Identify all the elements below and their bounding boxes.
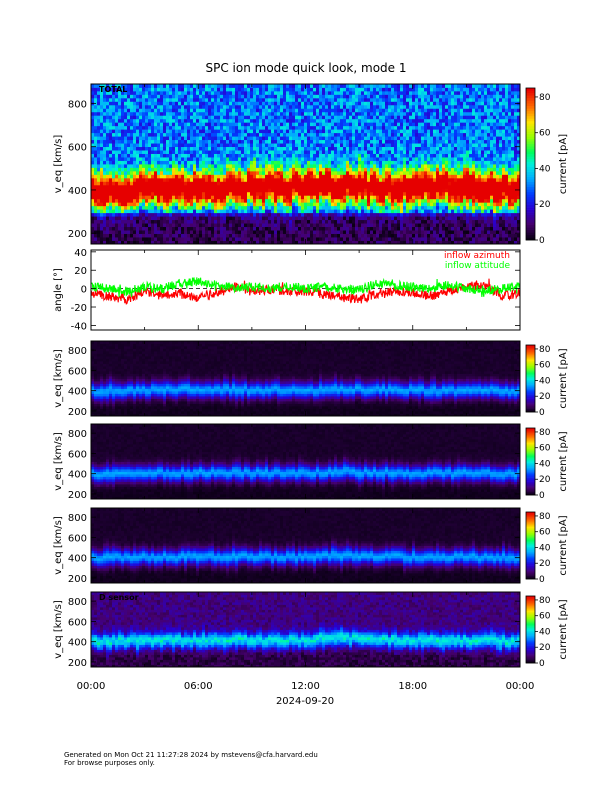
y-tick-label: 400 [68, 554, 87, 565]
colorbar-label: current [pA] [558, 134, 569, 194]
panel-label: TOTAL [99, 85, 127, 94]
colorbar-tick-label: 40 [539, 376, 551, 386]
panel-4: 0 20 40 60 80 current [pA] 200 400 600 800 v_eq [k… [53, 507, 569, 585]
chart-title: SPC ion mode quick look, mode 1 [206, 61, 407, 75]
colorbar-frame [525, 511, 536, 580]
colorbar-tick-label: 80 [539, 596, 551, 606]
y-tick-label: 800 [68, 99, 87, 110]
panel-0: TOTAL 0 20 40 60 80 current [pA] 200 400 600 800 v_… [53, 83, 569, 246]
y-tick-label: 0 [81, 285, 87, 296]
x-tick-label: 00:00 [77, 681, 106, 692]
panel-2: 0 20 40 60 80 current [pA] 200 400 600 800 v_eq [k… [53, 340, 569, 418]
y-axis-label: v_eq [km/s] [53, 135, 64, 194]
y-axis-label: v_eq [km/s] [53, 600, 64, 659]
y-tick-label: 800 [68, 513, 87, 524]
y-tick-label: 600 [68, 449, 87, 460]
x-axis-date-label: 2024-09-20 [276, 696, 334, 707]
colorbar-tick-label: 20 [539, 200, 551, 210]
y-tick-label: 400 [68, 387, 87, 398]
heatmap-cells [91, 592, 521, 668]
heatmap-cells [91, 341, 521, 417]
colorbar-tick-label: 20 [539, 392, 551, 402]
colorbar-tick-label: 40 [539, 543, 551, 553]
colorbar: 0 20 40 60 80 current [pA] [525, 87, 569, 246]
panel-label: D sensor [99, 593, 139, 602]
x-tick-label: 00:00 [506, 681, 535, 692]
y-tick-label: 40 [74, 248, 87, 259]
colorbar-tick-label: 40 [539, 627, 551, 637]
colorbar-frame [525, 344, 536, 413]
colorbar: 0 20 40 60 80 current [pA] [525, 344, 569, 418]
colorbar: 0 20 40 60 80 current [pA] [525, 595, 569, 669]
y-tick-label: -20 [71, 303, 87, 314]
colorbar-label: current [pA] [558, 599, 569, 659]
colorbar-tick-label: 40 [539, 459, 551, 469]
colorbar-tick-label: 80 [539, 93, 551, 103]
colorbar-label: current [pA] [558, 515, 569, 575]
footer-line-2: For browse purposes only. [64, 759, 155, 767]
x-tick-label: 06:00 [184, 681, 213, 692]
colorbar: 0 20 40 60 80 current [pA] [525, 427, 569, 501]
legend-entry: inflow azimuth [444, 251, 510, 261]
series-line-inflow-attitude [90, 277, 521, 298]
y-axis-label: v_eq [km/s] [53, 516, 64, 575]
y-tick-label: 400 [68, 638, 87, 649]
y-tick-label: 600 [68, 366, 87, 377]
y-axis-label: v_eq [km/s] [53, 349, 64, 408]
colorbar-tick-label: 20 [539, 559, 551, 569]
y-tick-label: 200 [68, 490, 87, 501]
colorbar-tick-label: 80 [539, 512, 551, 522]
colorbar-label: current [pA] [558, 431, 569, 491]
y-tick-label: 400 [68, 186, 87, 197]
colorbar-tick-label: 0 [539, 491, 545, 501]
legend-entry: inflow attitude [445, 261, 511, 271]
colorbar-tick-label: 60 [539, 361, 551, 371]
x-tick-label: 18:00 [398, 681, 427, 692]
y-tick-label: 800 [68, 346, 87, 357]
y-tick-label: 200 [68, 658, 87, 669]
panel-3: 0 20 40 60 80 current [pA] 200 400 600 800 v_eq [k… [53, 423, 569, 501]
colorbar-frame [525, 595, 536, 664]
colorbar-tick-label: 0 [539, 236, 545, 246]
y-tick-label: 600 [68, 143, 87, 154]
y-axis-label: v_eq [km/s] [53, 432, 64, 491]
panel-5: D sensor 0 20 40 60 80 current [pA] 200 400 600 80… [53, 591, 569, 669]
colorbar-tick-label: 60 [539, 444, 551, 454]
colorbar-tick-label: 60 [539, 612, 551, 622]
heatmap-cells [91, 508, 521, 584]
colorbar-frame [525, 427, 536, 496]
colorbar-tick-label: 0 [539, 408, 545, 418]
series-line-inflow-azimuth [90, 278, 521, 305]
y-tick-label: 800 [68, 597, 87, 608]
colorbar-tick-label: 0 [539, 659, 545, 669]
colorbar-tick-label: 0 [539, 575, 545, 585]
colorbar-tick-label: 60 [539, 528, 551, 538]
colorbar-tick-label: 20 [539, 643, 551, 653]
colorbar-frame [525, 87, 536, 241]
heatmap-cells [91, 424, 521, 500]
x-tick-label: 12:00 [291, 681, 320, 692]
heatmap-cells [91, 84, 521, 245]
colorbar-tick-label: 20 [539, 475, 551, 485]
colorbar: 0 20 40 60 80 current [pA] [525, 511, 569, 585]
colorbar-tick-label: 80 [539, 428, 551, 438]
y-tick-label: -40 [71, 321, 87, 332]
y-tick-label: 200 [68, 407, 87, 418]
y-tick-label: 600 [68, 533, 87, 544]
footer-line-1: Generated on Mon Oct 21 11:27:28 2024 by… [64, 751, 318, 759]
y-tick-label: 600 [68, 617, 87, 628]
y-tick-label: 200 [68, 229, 87, 240]
colorbar-label: current [pA] [558, 348, 569, 408]
colorbar-tick-label: 40 [539, 164, 551, 174]
colorbar-tick-label: 80 [539, 345, 551, 355]
colorbar-tick-label: 60 [539, 129, 551, 139]
y-tick-label: 200 [68, 574, 87, 585]
y-tick-label: 800 [68, 429, 87, 440]
y-axis-label: angle [°] [53, 268, 64, 312]
y-tick-label: 400 [68, 470, 87, 481]
y-tick-label: 20 [74, 266, 87, 277]
